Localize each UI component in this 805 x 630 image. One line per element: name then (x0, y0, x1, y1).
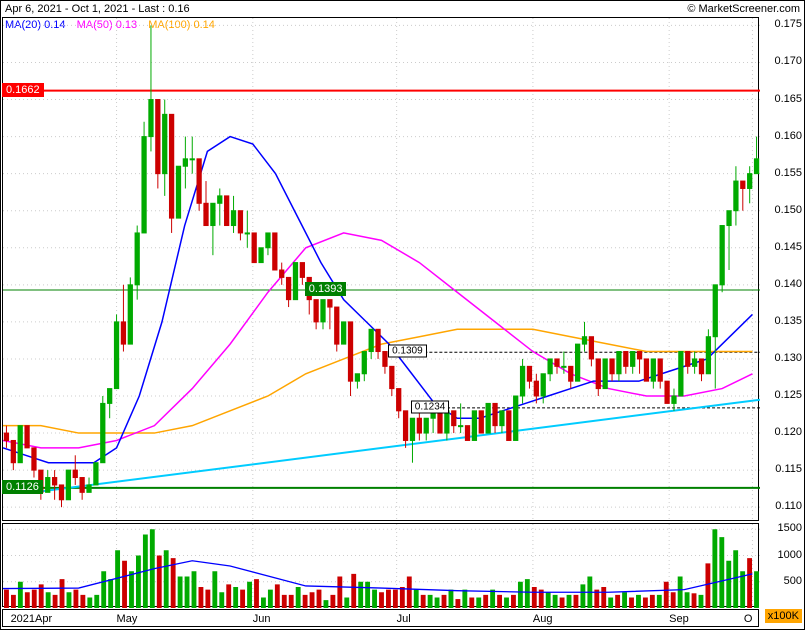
price-tick-label: 0.160 (774, 130, 802, 142)
date-range-label: Apr 6, 2021 - Oct 1, 2021 - Last : 0.16 (5, 3, 190, 15)
date-tick-label: O (744, 613, 753, 625)
volume-panel[interactable] (2, 523, 759, 607)
date-tick-label: Aug (533, 613, 553, 625)
price-tick-label: 0.155 (774, 167, 802, 179)
volume-unit-label: x100K (765, 609, 802, 623)
price-level-badge: 0.1393 (305, 282, 347, 296)
price-tick-label: 0.110 (775, 500, 802, 512)
price-level-badge: 0.1662 (2, 83, 44, 97)
price-panel[interactable] (2, 17, 759, 521)
stock-chart: Apr 6, 2021 - Oct 1, 2021 - Last : 0.16 … (0, 0, 805, 630)
price-tick-label: 0.170 (774, 55, 802, 67)
volume-canvas (3, 524, 760, 608)
date-tick-label: Sep (669, 613, 689, 625)
price-tick-label: 0.175 (774, 18, 802, 30)
price-annotation-badge: 0.1234 (411, 400, 450, 413)
price-tick-label: 0.145 (774, 241, 802, 253)
date-tick-label: Jul (397, 613, 411, 625)
price-level-badge: 0.1126 (2, 480, 43, 494)
date-tick-label: May (117, 613, 138, 625)
volume-tick-label: 1500 (778, 522, 802, 534)
price-tick-label: 0.150 (774, 204, 802, 216)
chart-header: Apr 6, 2021 - Oct 1, 2021 - Last : 0.16 … (5, 3, 800, 15)
price-tick-label: 0.130 (774, 352, 802, 364)
price-tick-label: 0.115 (775, 463, 802, 475)
volume-tick-label: 500 (784, 575, 802, 587)
price-canvas (3, 18, 760, 522)
date-tick-label: 2021Apr (11, 613, 53, 625)
price-tick-label: 0.140 (774, 278, 802, 290)
price-tick-label: 0.120 (774, 426, 802, 438)
volume-tick-label: 1000 (778, 549, 802, 561)
price-annotation-badge: 0.1309 (388, 345, 427, 358)
date-axis: 2021Apr May Jun Jul Aug Sep O (2, 609, 759, 627)
date-tick-label: Jun (253, 613, 271, 625)
copyright-label: © MarketScreener.com (687, 3, 800, 15)
price-tick-label: 0.125 (774, 389, 802, 401)
price-tick-label: 0.165 (774, 93, 802, 105)
price-tick-label: 0.135 (774, 315, 802, 327)
